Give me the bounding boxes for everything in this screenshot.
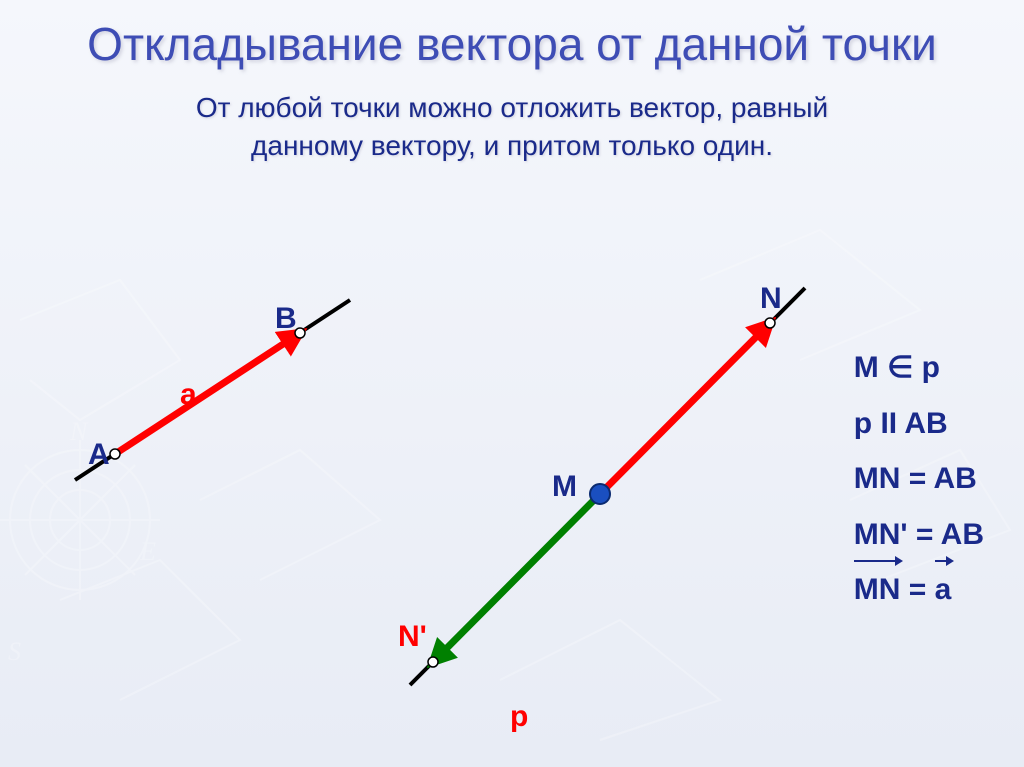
eq4-right: AB <box>941 518 984 551</box>
equation-1: M ∈ p <box>854 340 984 396</box>
point-Nprime <box>428 657 438 667</box>
equation-4: MN' = AB <box>854 507 984 563</box>
label-a: а <box>180 378 197 412</box>
label-A: A <box>88 438 110 472</box>
point-N <box>765 318 775 328</box>
point-A <box>110 449 120 459</box>
equation-2: p II AB <box>854 396 984 452</box>
eq5-right-vector: a <box>935 562 952 618</box>
equations-block: M ∈ p p II AB MN = AB MN' = AB MN = a <box>854 340 984 618</box>
eq4-left: MN' <box>854 518 908 551</box>
label-p: p <box>510 700 528 734</box>
vector-MNprime <box>433 494 600 662</box>
slide-subtitle: От любой точки можно отложить вектор, ра… <box>0 89 1024 165</box>
slide-title: Откладывание вектора от данной точки <box>0 0 1024 71</box>
label-Nprime: N' <box>398 620 427 654</box>
element-of-symbol: ∈ <box>887 351 913 384</box>
eq2-left: p <box>854 407 872 440</box>
label-B: B <box>275 302 297 336</box>
label-M: M <box>552 470 577 504</box>
eq3-left: MN <box>854 462 901 495</box>
label-N: N <box>760 282 782 316</box>
equation-3: MN = AB <box>854 451 984 507</box>
subtitle-line-1: От любой точки можно отложить вектор, ра… <box>0 89 1024 127</box>
eq1-left: M <box>854 351 879 384</box>
equation-5: MN = a <box>854 562 984 618</box>
parallel-symbol: II <box>880 407 897 440</box>
vector-MN <box>600 323 770 494</box>
vector-AB <box>115 333 300 454</box>
eq2-right: AB <box>904 407 947 440</box>
eq1-right: p <box>922 351 940 384</box>
eq3-right: AB <box>934 462 977 495</box>
eq5-left-vector: MN <box>854 562 901 618</box>
point-M <box>590 484 610 504</box>
subtitle-line-2: данному вектору, и притом только один. <box>0 127 1024 165</box>
